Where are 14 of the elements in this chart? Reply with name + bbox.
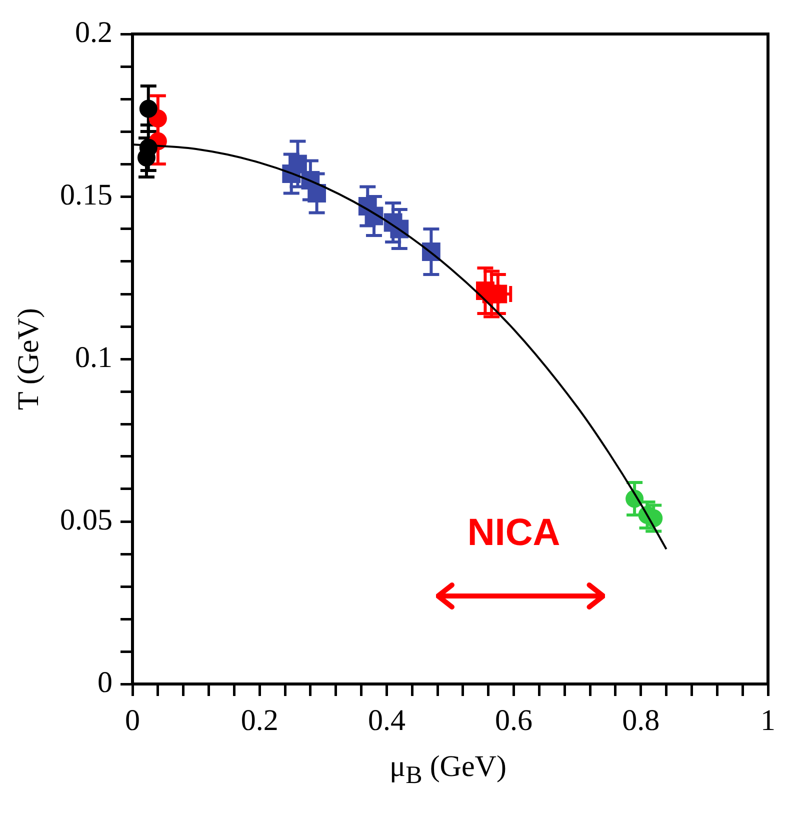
- y-tick-label: 0: [98, 666, 112, 699]
- x-tick-label: 0.6: [495, 704, 533, 737]
- x-axis-title: μ$_{B}$ (GeV): [388, 750, 508, 790]
- y-tick-label: 0.2: [75, 16, 112, 49]
- annotation: NICA: [467, 512, 560, 554]
- x-tick-label: 1: [760, 704, 776, 737]
- x-tick-label: 0.2: [240, 704, 278, 737]
- x-tick-label: 0.8: [622, 704, 660, 737]
- y-tick-label: 0.05: [60, 503, 112, 536]
- y-axis-title: T (GeV): [12, 308, 45, 410]
- y-tick-label: 0.15: [60, 178, 112, 212]
- x-tick-label: 0: [125, 704, 140, 737]
- x-tick-label: 0.4: [368, 704, 406, 737]
- y-tick-label: 0.1: [75, 340, 112, 374]
